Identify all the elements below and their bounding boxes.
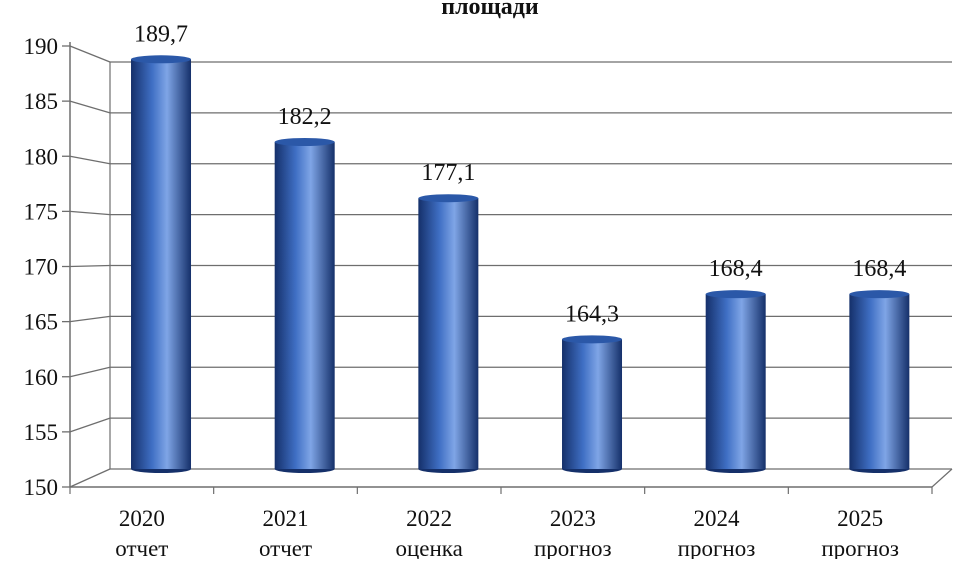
bar-body (418, 198, 479, 469)
bar (562, 335, 623, 473)
y-tick-label: 185 (24, 89, 59, 114)
axes (62, 42, 953, 494)
gridline-depth (69, 210, 111, 216)
data-label: 189,7 (134, 21, 188, 47)
x-tick-label-year: 2023 (550, 506, 596, 531)
x-tick-label-year: 2025 (837, 506, 883, 531)
x-tick-label-status: отчет (115, 536, 168, 559)
bar-top (705, 290, 766, 299)
bars (131, 55, 910, 473)
bar-body (131, 59, 192, 470)
bar (849, 290, 910, 473)
bar-top (131, 55, 192, 64)
labels: 150 155 160 165 170 175 180 185 190 189,7 2020 отче… (24, 21, 907, 561)
data-label: 182,2 (278, 104, 332, 130)
y-tick-label: 190 (24, 34, 59, 59)
gridline-depth (69, 155, 111, 165)
x-tick-label-year: 2021 (263, 506, 309, 531)
data-label: 177,1 (421, 160, 475, 186)
x-tick-label-status: оценка (395, 536, 462, 559)
gridlines (69, 45, 952, 488)
x-tick-label-year: 2022 (406, 506, 452, 531)
chart-title: площади (441, 0, 539, 20)
y-tick-label: 175 (24, 199, 59, 224)
data-label: 168,4 (852, 256, 906, 282)
x-tick-label-status: прогноз (821, 536, 899, 559)
bar-body (562, 339, 623, 469)
bar-top (562, 335, 623, 344)
data-label: 164,3 (565, 301, 619, 327)
bar (131, 55, 192, 473)
gridline-depth (69, 264, 111, 268)
gridline-depth (69, 45, 111, 63)
bar (418, 194, 479, 473)
x-tick-label-status: отчет (259, 536, 312, 559)
y-tick-label: 180 (24, 144, 59, 169)
y-tick-label: 150 (24, 475, 59, 500)
y-tick-label: 160 (24, 365, 59, 390)
floor-right-edge (931, 468, 953, 488)
y-tick-label: 170 (24, 255, 59, 280)
gridline-depth (69, 315, 111, 323)
gridline-depth (69, 417, 111, 433)
bar (705, 290, 766, 473)
bar-body (849, 294, 910, 469)
gridline-depth (69, 366, 111, 378)
y-tick-label: 165 (24, 310, 59, 335)
y-tick-label: 155 (24, 420, 59, 445)
x-tick-label-year: 2024 (694, 506, 741, 531)
x-tick-label-year: 2020 (119, 506, 165, 531)
bar-top (849, 290, 910, 299)
bar-body (274, 141, 335, 469)
gridline-depth (69, 468, 111, 488)
gridline-depth (69, 100, 111, 114)
x-tick-label-status: прогноз (534, 536, 612, 559)
x-tick-label-status: прогноз (678, 536, 756, 559)
bar-top (274, 137, 335, 146)
bar-top (418, 194, 479, 203)
data-label: 168,4 (709, 256, 763, 282)
bar (274, 137, 335, 473)
bar-body (705, 294, 766, 469)
